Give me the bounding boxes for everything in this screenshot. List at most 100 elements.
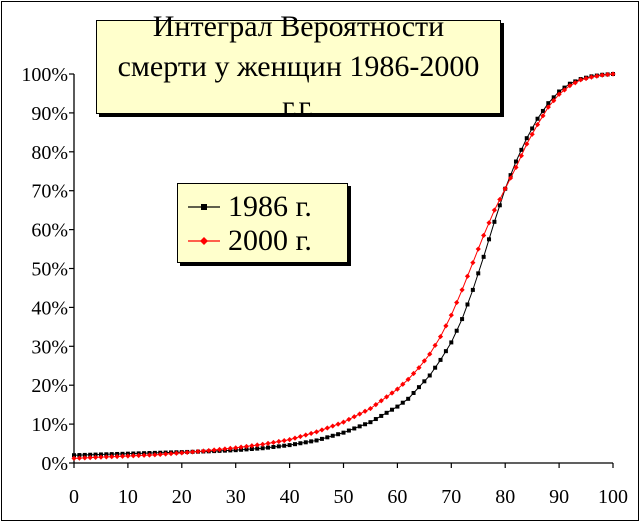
series-1-point: [540, 113, 546, 119]
series-1-point: [367, 405, 374, 412]
y-tick-label: 70%: [31, 181, 68, 203]
series-0-point: [492, 219, 497, 224]
series-1-point: [76, 455, 82, 461]
series-1-point: [125, 453, 131, 459]
series-0-point: [249, 446, 254, 451]
series-0-point: [341, 430, 346, 435]
series-0-point: [416, 385, 421, 390]
y-tick-label: 60%: [31, 220, 68, 242]
y-tick-label: 10%: [31, 414, 68, 436]
series-1-point: [222, 446, 228, 452]
series-0-point: [292, 442, 297, 447]
series-1-point: [249, 443, 255, 449]
series-1-point: [394, 386, 400, 392]
series-1-point: [195, 448, 201, 455]
series-0-point: [336, 432, 341, 437]
series-1-point: [281, 437, 287, 444]
series-0-point: [363, 422, 368, 427]
series-0-point: [557, 89, 562, 94]
series-1-point: [583, 75, 589, 82]
series-1-point: [189, 449, 196, 455]
series-0-point: [104, 452, 109, 457]
series-1: [71, 71, 616, 461]
series-1-point: [405, 376, 411, 382]
series-1-point: [578, 77, 584, 83]
series-1-point: [497, 196, 503, 203]
series-1-point: [270, 439, 277, 446]
series-0-point: [255, 446, 260, 451]
series-0-point: [433, 365, 438, 370]
series-1-point: [594, 73, 600, 79]
series-0-line: [73, 73, 614, 456]
series-1-point: [475, 246, 481, 252]
series-0-point: [330, 433, 335, 438]
series-0-point: [98, 452, 103, 457]
y-tick-label: 40%: [31, 297, 68, 319]
y-tick-label: 80%: [31, 142, 68, 164]
series-0-point: [535, 116, 540, 121]
x-tick-label: 0: [69, 486, 79, 508]
series-1-point: [346, 416, 352, 423]
series-1-point: [260, 441, 266, 447]
series-1-point: [443, 323, 449, 329]
x-tick-label: 10: [118, 486, 138, 508]
series-1-point: [92, 454, 99, 460]
chart-title-box: Интеграл Вероятности смерти у женщин 198…: [96, 10, 501, 123]
series-1-point: [561, 87, 568, 93]
series-0-point: [400, 400, 405, 405]
series-0-point: [454, 328, 459, 333]
series-1-point: [491, 207, 498, 213]
series-0-point: [352, 426, 357, 431]
series-0-point: [460, 317, 465, 322]
series-1-point: [324, 425, 330, 431]
series-0: [72, 72, 615, 458]
series-0-point: [298, 441, 303, 446]
series-1-point: [502, 186, 508, 192]
series-1-point: [254, 442, 260, 448]
series-1-point: [206, 447, 212, 454]
legend-marker-1986: [188, 204, 220, 210]
axes: 0% 10% 20% 30% 40% 50% 60% 70% 80% 90% 100% 0 10 20 30…: [21, 64, 628, 508]
series-0-point: [530, 126, 535, 131]
series-1-point: [545, 104, 551, 110]
series-1-point: [330, 423, 336, 429]
series-1-point: [389, 390, 395, 396]
x-tick-label: 40: [280, 486, 300, 508]
series-1-point: [464, 273, 471, 279]
series-0-point: [276, 444, 281, 449]
series-1-point: [71, 455, 77, 461]
series-1-point: [265, 440, 271, 446]
series-1-point: [416, 365, 422, 371]
legend-label-2000: 2000 г.: [228, 224, 312, 257]
series-1-point: [109, 454, 115, 460]
series-1-point: [211, 447, 217, 453]
series-0-point: [325, 435, 330, 440]
series-1-point: [184, 449, 190, 456]
series-0-point: [88, 452, 93, 457]
series-0-point: [379, 413, 384, 418]
series-1-point: [357, 411, 363, 417]
series-1-point: [588, 74, 595, 80]
series-0-point: [481, 254, 486, 259]
series-0-point: [422, 379, 427, 384]
series-1-point: [400, 381, 406, 387]
series-0-point: [346, 428, 351, 433]
legend-marker-2000: [188, 237, 220, 245]
series-1-point: [114, 453, 120, 460]
series-1-point: [351, 414, 357, 420]
series-0-point: [77, 453, 82, 458]
series-0-point: [319, 436, 324, 441]
series-1-point: [319, 427, 325, 433]
series-0-point: [93, 452, 98, 457]
series-0-point: [449, 340, 454, 345]
series-1-point: [303, 432, 309, 438]
x-tick-label: 20: [172, 486, 192, 508]
series-1-point: [599, 72, 605, 78]
series-0-point: [368, 420, 373, 425]
series-0-point: [497, 203, 502, 208]
series-0-point: [390, 407, 395, 412]
x-tick-label: 30: [226, 486, 246, 508]
series-1-point: [513, 164, 519, 170]
series-0-point: [465, 302, 470, 307]
